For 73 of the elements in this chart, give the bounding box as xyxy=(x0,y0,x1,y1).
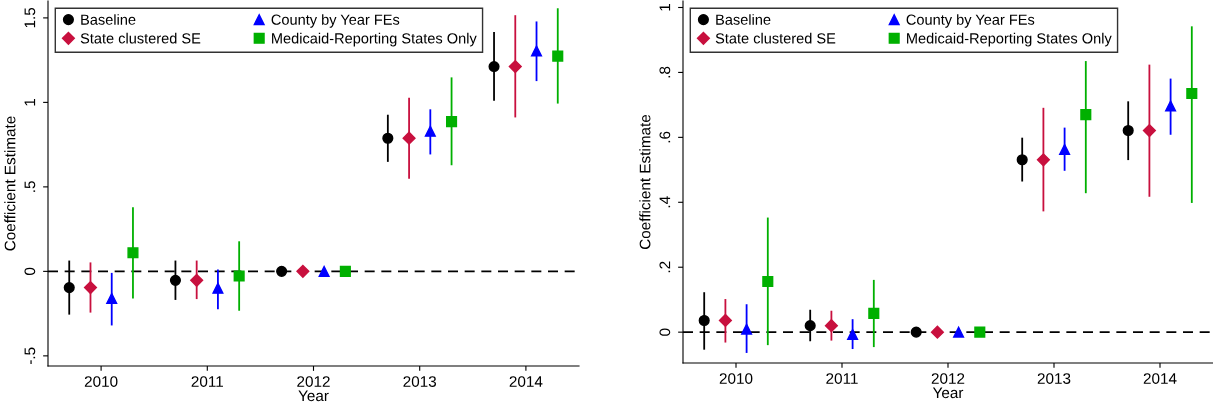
point xyxy=(446,116,458,128)
point xyxy=(698,314,710,327)
x-tick-label: 2011 xyxy=(191,376,223,387)
x-axis-title: Year xyxy=(932,387,964,399)
y-tick-label: .2 xyxy=(659,261,671,273)
legend-label: County by Year FEs xyxy=(906,14,1035,28)
point xyxy=(402,131,416,145)
y-tick-label: .5 xyxy=(24,181,36,192)
point xyxy=(824,319,838,333)
point xyxy=(1080,109,1092,121)
y-tick-label: 0 xyxy=(24,267,36,276)
point xyxy=(296,264,310,278)
legend-label: State clustered SE xyxy=(715,32,836,44)
point xyxy=(233,270,245,282)
y-tick-label: 1 xyxy=(24,98,36,106)
point xyxy=(910,326,922,338)
x-tick-label: 2013 xyxy=(403,376,437,387)
legend-label: State clustered SE xyxy=(80,32,201,44)
point xyxy=(424,125,436,137)
point xyxy=(1059,143,1071,155)
legend-label: County by Year FEs xyxy=(271,14,400,28)
point xyxy=(953,326,965,338)
y-tick-label: 0 xyxy=(659,328,671,336)
point xyxy=(190,273,204,287)
x-tick-label: 2014 xyxy=(1143,373,1177,384)
y-axis-title: Coefficient Estimate xyxy=(639,114,651,250)
point xyxy=(382,132,394,144)
x-tick-label: 2014 xyxy=(509,376,543,387)
x-tick-label: 2010 xyxy=(719,373,753,384)
point xyxy=(508,59,522,74)
point xyxy=(847,328,859,340)
point xyxy=(127,247,139,259)
point xyxy=(212,282,224,294)
point xyxy=(106,292,118,304)
point xyxy=(1186,87,1198,100)
x-tick-label: 2011 xyxy=(826,373,858,384)
legend-label: Medicaid-Reporting States Only xyxy=(272,32,477,47)
point xyxy=(318,265,330,277)
point xyxy=(552,50,564,62)
y-tick-label: 1 xyxy=(659,3,671,11)
point xyxy=(1036,153,1050,167)
y-tick-label: .6 xyxy=(659,131,671,143)
y-axis-title: Coefficient Estimate xyxy=(4,116,16,251)
point xyxy=(741,323,753,335)
x-tick-label: 2012 xyxy=(931,373,965,384)
point xyxy=(718,313,732,328)
legend-label: Medicaid-Reporting States Only xyxy=(907,32,1112,47)
legend-label: Baseline xyxy=(81,14,136,25)
point xyxy=(974,326,986,338)
y-tick-label: 1.5 xyxy=(24,7,36,28)
point xyxy=(804,320,816,332)
point xyxy=(868,307,880,319)
point xyxy=(1016,154,1028,166)
y-tick-label: -.5 xyxy=(24,347,36,365)
point xyxy=(488,61,500,73)
point xyxy=(339,265,351,277)
point xyxy=(762,275,774,288)
point xyxy=(1165,100,1177,112)
point xyxy=(169,274,181,286)
y-tick-label: .8 xyxy=(659,66,671,78)
x-tick-label: 2010 xyxy=(84,376,118,387)
x-tick-label: 2013 xyxy=(1037,373,1071,384)
point xyxy=(930,325,944,339)
x-tick-label: 2012 xyxy=(297,376,330,387)
point xyxy=(276,265,288,277)
point xyxy=(63,282,75,294)
point xyxy=(530,45,543,57)
legend-label: Baseline xyxy=(716,14,771,25)
point xyxy=(1142,123,1156,138)
x-axis-title: Year xyxy=(298,390,329,402)
point xyxy=(83,281,98,295)
y-tick-label: .4 xyxy=(659,196,671,208)
point xyxy=(1122,124,1134,137)
